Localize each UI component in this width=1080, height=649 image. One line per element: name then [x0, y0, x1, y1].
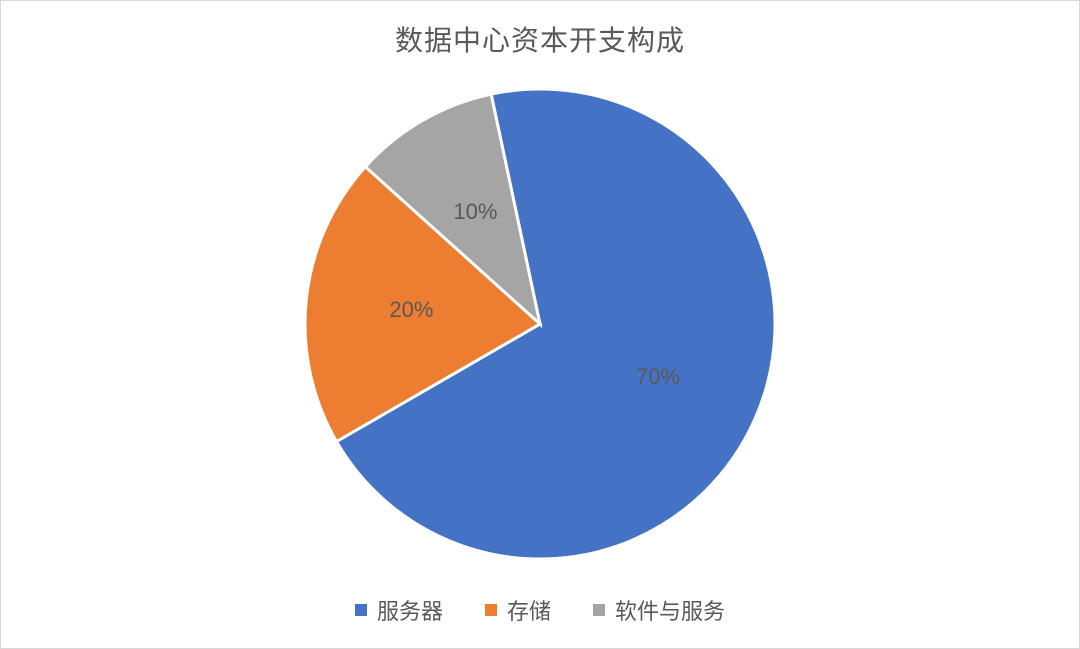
pie-chart: 70% 20% 10% [305, 89, 775, 559]
pie-label-servers: 70% [636, 364, 680, 390]
chart-frame: 数据中心资本开支构成 70% 20% 10% 服务器 存储 软件与服务 [0, 0, 1080, 649]
legend-swatch-servers [355, 604, 367, 616]
legend-swatch-software [593, 604, 605, 616]
legend-swatch-storage [485, 604, 497, 616]
legend: 服务器 存储 软件与服务 [1, 594, 1079, 626]
legend-item-storage: 存储 [485, 594, 551, 626]
chart-title: 数据中心资本开支构成 [1, 19, 1079, 59]
legend-label-software: 软件与服务 [615, 594, 725, 626]
legend-label-servers: 服务器 [377, 594, 443, 626]
legend-item-software: 软件与服务 [593, 594, 725, 626]
legend-label-storage: 存储 [507, 594, 551, 626]
pie-svg [305, 89, 775, 559]
legend-item-servers: 服务器 [355, 594, 443, 626]
pie-label-storage: 20% [389, 297, 433, 323]
pie-label-software: 10% [453, 199, 497, 225]
